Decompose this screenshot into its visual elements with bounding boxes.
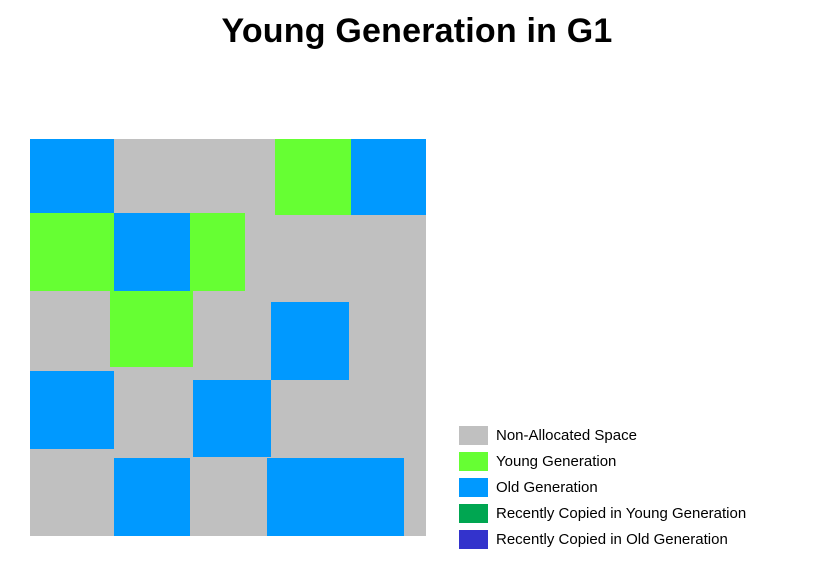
legend-swatch xyxy=(459,426,488,445)
heap-region xyxy=(30,139,114,215)
heap-region xyxy=(110,291,193,367)
heap-region xyxy=(271,302,349,380)
legend-label: Recently Copied in Young Generation xyxy=(496,505,747,522)
diagram-title: Young Generation in G1 xyxy=(221,12,613,50)
heap-region xyxy=(351,139,426,215)
heap-region xyxy=(275,139,351,215)
legend-swatch xyxy=(459,504,488,523)
legend-label: Young Generation xyxy=(496,453,617,470)
legend-label: Non-Allocated Space xyxy=(496,427,637,444)
heap-grid xyxy=(30,139,426,536)
legend-label: Old Generation xyxy=(496,479,598,496)
heap-region xyxy=(190,213,245,291)
heap-region xyxy=(193,380,271,457)
legend-swatch xyxy=(459,478,488,497)
legend-swatch xyxy=(459,452,488,471)
legend-label: Recently Copied in Old Generation xyxy=(496,531,728,548)
heap-region xyxy=(267,458,404,536)
heap-region xyxy=(114,213,190,291)
heap-region xyxy=(30,213,114,291)
legend-swatch xyxy=(459,530,488,549)
heap-region xyxy=(30,371,114,449)
heap-region xyxy=(114,458,190,536)
